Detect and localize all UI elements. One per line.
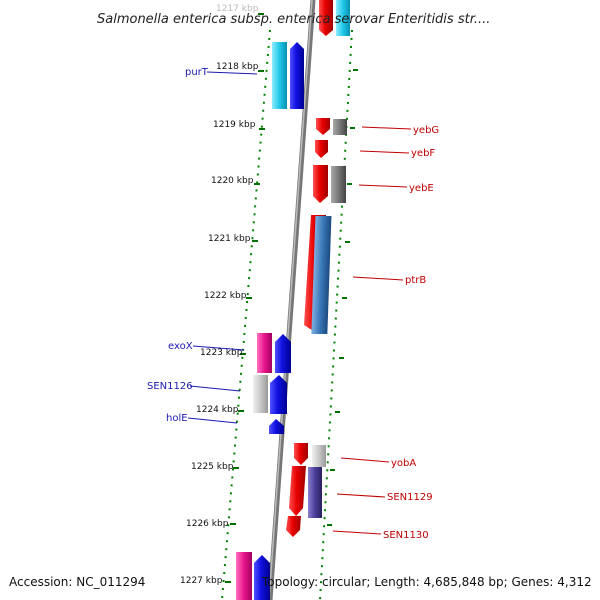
gene-bottom-blue[interactable] (254, 555, 270, 600)
kbp-label-1226: 1226 kbp (186, 519, 229, 529)
label-exoX[interactable]: exoX (168, 341, 193, 352)
map-title: Salmonella enterica subsp. enterica sero… (97, 12, 490, 27)
kbp-label-1227: 1227 kbp (180, 576, 223, 586)
accession-text: Accession: NC_011294 (9, 575, 145, 589)
gene-purT[interactable] (272, 42, 287, 109)
label-SEN1126[interactable]: SEN1126 (147, 381, 193, 392)
callout-lines-right (332, 126, 412, 535)
label-yobA[interactable]: yobA (391, 458, 416, 469)
kbp-label-1219: 1219 kbp (213, 120, 256, 130)
gene-SEN1129-partner[interactable] (308, 467, 322, 518)
kbp-label-1225: 1225 kbp (191, 462, 234, 472)
minor-ticks (327, 69, 358, 526)
kbp-label-1223: 1223 kbp (200, 348, 243, 358)
label-purT[interactable]: purT (185, 67, 209, 78)
callout-lines-left (187, 71, 258, 424)
gene-yobA[interactable] (294, 443, 308, 465)
kbp-label-1220: 1220 kbp (211, 176, 254, 186)
label-holE[interactable]: holE (166, 413, 188, 424)
gene-yebG[interactable] (316, 118, 330, 135)
label-ptrB[interactable]: ptrB (405, 275, 426, 286)
gene-bottom-magenta[interactable] (236, 552, 252, 600)
gene-yebE[interactable] (313, 165, 328, 203)
kbp-label-1224: 1224 kbp (196, 405, 239, 415)
gene-yebE-partner[interactable] (331, 166, 346, 203)
kbp-label-1221: 1221 kbp (208, 234, 251, 244)
gene-top-cyan[interactable] (336, 0, 350, 36)
label-yebG[interactable]: yebG (413, 125, 439, 136)
chromosome-backbone-highlight (268, 0, 313, 600)
gene-holE[interactable] (269, 419, 284, 434)
topology-text: Topology: circular; Length: 4,685,848 bp… (261, 575, 592, 589)
gene-SEN1126-partner[interactable] (270, 375, 287, 414)
gene-top-red[interactable] (319, 0, 333, 36)
gene-SEN1129[interactable] (289, 466, 306, 516)
gene-ptrB-partner[interactable] (311, 216, 332, 334)
gene-SEN1130[interactable] (286, 516, 301, 537)
gene-yebF[interactable] (315, 140, 328, 158)
gene-yobA-partner[interactable] (312, 445, 326, 467)
chromosome-backbone (267, 0, 316, 600)
gene-purT-partner[interactable] (290, 42, 304, 109)
label-yebF[interactable]: yebF (411, 148, 435, 159)
kbp-label-1218: 1218 kbp (216, 62, 259, 72)
gene-SEN1126[interactable] (253, 375, 268, 413)
kbp-label-1217: 1217 kbp (216, 4, 259, 14)
track-guide-left (221, 29, 271, 600)
gene-yebG-partner[interactable] (333, 119, 347, 135)
ruler-ticks (225, 13, 265, 583)
label-yebE[interactable]: yebE (409, 183, 434, 194)
gene-exoX-partner[interactable] (275, 334, 291, 373)
label-SEN1130[interactable]: SEN1130 (383, 530, 429, 541)
gene-exoX[interactable] (257, 333, 272, 373)
kbp-label-1222: 1222 kbp (204, 291, 247, 301)
label-SEN1129[interactable]: SEN1129 (387, 492, 433, 503)
